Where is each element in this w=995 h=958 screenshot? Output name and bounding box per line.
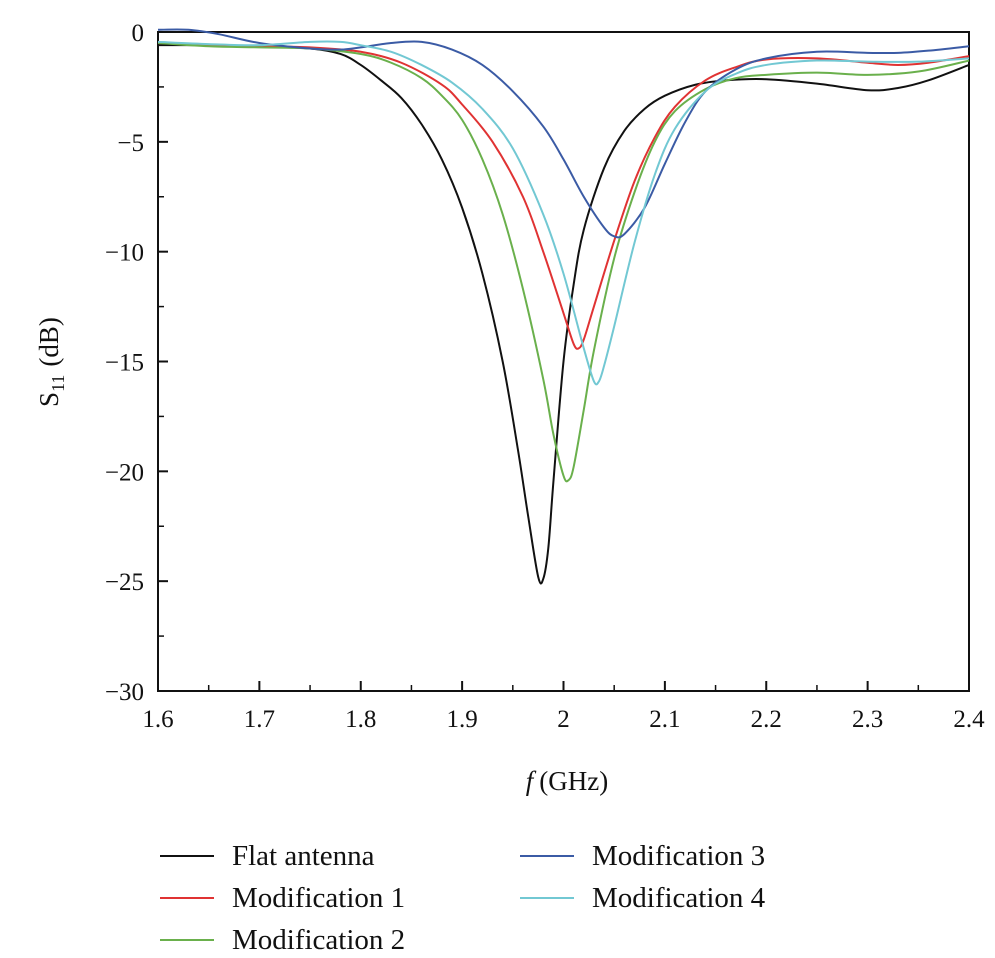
y-tick-label: −20 (105, 459, 144, 486)
legend-item-modification-4: Modification 4 (520, 880, 765, 916)
x-tick-label: 2.3 (852, 706, 883, 733)
legend: Flat antenna Modification 1 Modification… (160, 838, 880, 958)
series-line-modification-2 (157, 41, 970, 483)
legend-swatch-flat-antenna (160, 855, 214, 857)
x-axis-ticks: 1.6 1.7 1.8 1.9 2 2.1 2.2 2.3 2.4 (142, 681, 985, 733)
legend-swatch-modification-3 (520, 855, 574, 857)
legend-swatch-modification-2 (160, 939, 214, 941)
legend-item-modification-1: Modification 1 (160, 880, 405, 916)
series-line-modification-4 (157, 40, 970, 386)
x-axis-title-unit: (GHz) (539, 766, 608, 796)
s11-frequency-chart: 1.6 1.7 1.8 1.9 2 2.1 2.2 2.3 2.4 0 −5 −10 −15 −20 −2… (34, 20, 985, 796)
x-tick-label: 2.2 (751, 706, 782, 733)
y-tick-label: −5 (117, 130, 144, 157)
y-tick-label: −30 (105, 679, 144, 706)
legend-label-flat-antenna: Flat antenna (232, 839, 375, 872)
x-tick-label: 2.4 (953, 706, 985, 733)
y-axis-title-main: S (34, 392, 64, 407)
x-tick-label: 1.8 (345, 706, 376, 733)
series-line-flat-antenna (157, 44, 970, 585)
x-axis-title-variable: f (526, 766, 537, 796)
x-axis-title: f (GHz) (526, 766, 608, 796)
x-tick-label: 1.7 (244, 706, 275, 733)
y-axis-title-subscript: 11 (48, 375, 68, 392)
legend-label-modification-2: Modification 2 (232, 923, 406, 956)
legend-label-modification-3: Modification 3 (592, 839, 766, 872)
legend-label-modification-4: Modification 4 (592, 881, 766, 914)
y-axis-ticks: 0 −5 −10 −15 −20 −25 −30 (105, 20, 168, 706)
legend-swatch-modification-1 (160, 897, 214, 899)
x-tick-label: 1.9 (447, 706, 478, 733)
legend-item-modification-2: Modification 2 (160, 922, 405, 958)
y-tick-label: 0 (132, 20, 145, 47)
series-lines (157, 28, 970, 585)
y-tick-label: −10 (105, 240, 144, 267)
series-line-modification-3 (157, 28, 970, 239)
y-axis-title-unit: (dB) (34, 317, 64, 367)
legend-label-modification-1: Modification 1 (232, 881, 406, 914)
x-tick-label: 2 (557, 706, 570, 733)
plot-area: 1.6 1.7 1.8 1.9 2 2.1 2.2 2.3 2.4 0 −5 −10 −15 −20 −2… (105, 20, 985, 733)
y-tick-label: −15 (105, 350, 144, 377)
x-tick-label: 2.1 (649, 706, 680, 733)
y-axis-title: S11 (dB) (34, 317, 68, 407)
y-tick-label: −25 (105, 569, 144, 596)
legend-item-flat-antenna: Flat antenna (160, 838, 375, 874)
legend-item-modification-3: Modification 3 (520, 838, 765, 874)
legend-swatch-modification-4 (520, 897, 574, 899)
series-line-modification-1 (157, 41, 970, 350)
x-tick-label: 1.6 (142, 706, 173, 733)
